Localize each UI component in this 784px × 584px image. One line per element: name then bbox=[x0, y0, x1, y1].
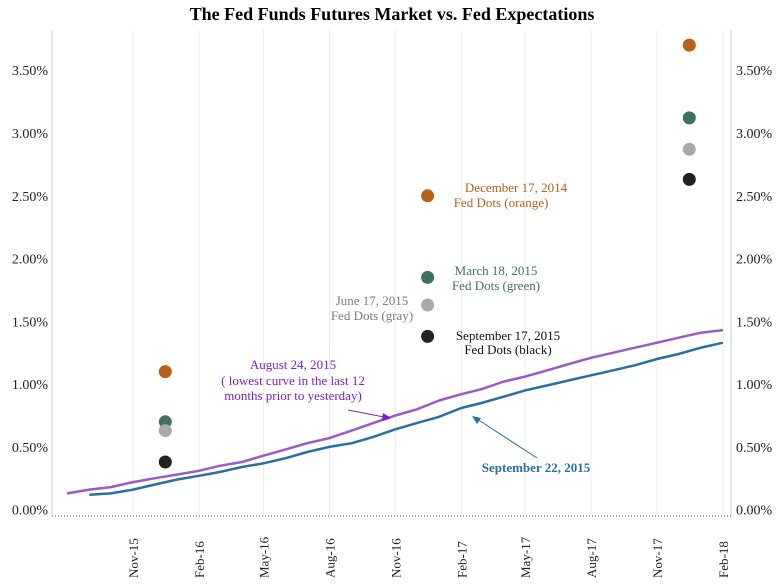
annotation-gray-line1: June 17, 2015 bbox=[336, 293, 409, 308]
y-tick-label-right: 0.00% bbox=[736, 504, 773, 519]
x-tick-label: May-17 bbox=[518, 536, 533, 578]
x-tick-label: Feb-16 bbox=[192, 541, 207, 578]
annotation-green-line1: March 18, 2015 bbox=[455, 263, 538, 278]
x-tick-label: Nov-15 bbox=[126, 538, 141, 578]
annotation-aug-arrowhead bbox=[382, 413, 391, 421]
y-tick-label-left: 1.50% bbox=[12, 315, 49, 330]
fed-dot bbox=[158, 424, 172, 438]
annotation-sep-arrowhead bbox=[472, 416, 481, 424]
annotation-sep: September 22, 2015 bbox=[482, 460, 591, 475]
fed-dots bbox=[158, 38, 696, 469]
x-tick-label: Feb-17 bbox=[454, 541, 469, 578]
y-tick-label-right: 1.00% bbox=[736, 378, 773, 393]
fed-dot bbox=[421, 298, 435, 312]
y-tick-label-left: 3.50% bbox=[12, 64, 49, 79]
series-line-sep-22-2015 bbox=[89, 341, 724, 496]
annotation-orange-line1: December 17, 2014 bbox=[465, 180, 568, 195]
y-tick-label-left: 2.00% bbox=[12, 253, 49, 268]
x-tick-label: May-16 bbox=[256, 536, 271, 578]
annotation-aug-arrow bbox=[347, 409, 390, 419]
y-tick-label-left: 2.50% bbox=[12, 190, 49, 205]
annotation-green-line2: Fed Dots (green) bbox=[452, 278, 540, 293]
annotation-orange-line2: Fed Dots (orange) bbox=[454, 195, 549, 210]
fed-dot bbox=[421, 270, 435, 284]
y-tick-label-left: 1.00% bbox=[12, 378, 49, 393]
annotation-black-line1: September 17, 2015 bbox=[456, 328, 560, 343]
series-lines bbox=[66, 328, 724, 496]
fed-dot bbox=[682, 142, 696, 156]
y-tick-label-right: 0.50% bbox=[736, 441, 773, 456]
fed-dot bbox=[158, 365, 172, 379]
y-tick-label-right: 2.50% bbox=[736, 190, 773, 205]
annotations: December 17, 2014 Fed Dots (orange) Marc… bbox=[221, 180, 591, 475]
annotation-gray-line2: Fed Dots (gray) bbox=[331, 308, 413, 323]
y-tick-label-right: 3.50% bbox=[736, 64, 773, 79]
fed-dot bbox=[682, 172, 696, 186]
y-tick-label-right: 3.00% bbox=[736, 127, 773, 142]
axes: Nov-15 Feb-16 May-16 Aug-16 Nov-16 Feb-17 May-… bbox=[12, 30, 773, 578]
x-tick-label: Nov-16 bbox=[388, 538, 403, 578]
y-tick-label-left: 3.00% bbox=[12, 127, 49, 142]
series-line-aug-24-2015 bbox=[66, 328, 724, 495]
fed-dot bbox=[682, 111, 696, 125]
annotation-black-line2: Fed Dots (black) bbox=[464, 342, 551, 357]
x-tick-label: Feb-18 bbox=[716, 541, 731, 578]
fed-dot bbox=[158, 455, 172, 469]
annotation-aug-line1: August 24, 2015 bbox=[250, 357, 336, 372]
annotation-aug-line3: months prior to yesterday) bbox=[224, 388, 362, 403]
y-tick-label-right: 2.00% bbox=[736, 253, 773, 268]
y-tick-label-left: 0.50% bbox=[12, 441, 49, 456]
x-tick-label: Nov-17 bbox=[650, 538, 665, 578]
gridlines bbox=[132, 30, 724, 516]
annotation-aug-line2: ( lowest curve in the last 12 bbox=[221, 373, 365, 388]
y-tick-label-right: 1.50% bbox=[736, 315, 773, 330]
chart-title: The Fed Funds Futures Market vs. Fed Exp… bbox=[190, 4, 595, 24]
annotation-sep-arrow bbox=[473, 416, 538, 459]
x-tick-label: Aug-16 bbox=[322, 538, 337, 578]
x-tick-label: Aug-17 bbox=[584, 538, 599, 578]
fed-dot bbox=[682, 38, 696, 52]
y-tick-label-left: 0.00% bbox=[12, 504, 49, 519]
fed-dot bbox=[421, 189, 435, 203]
fed-dot bbox=[421, 329, 435, 343]
